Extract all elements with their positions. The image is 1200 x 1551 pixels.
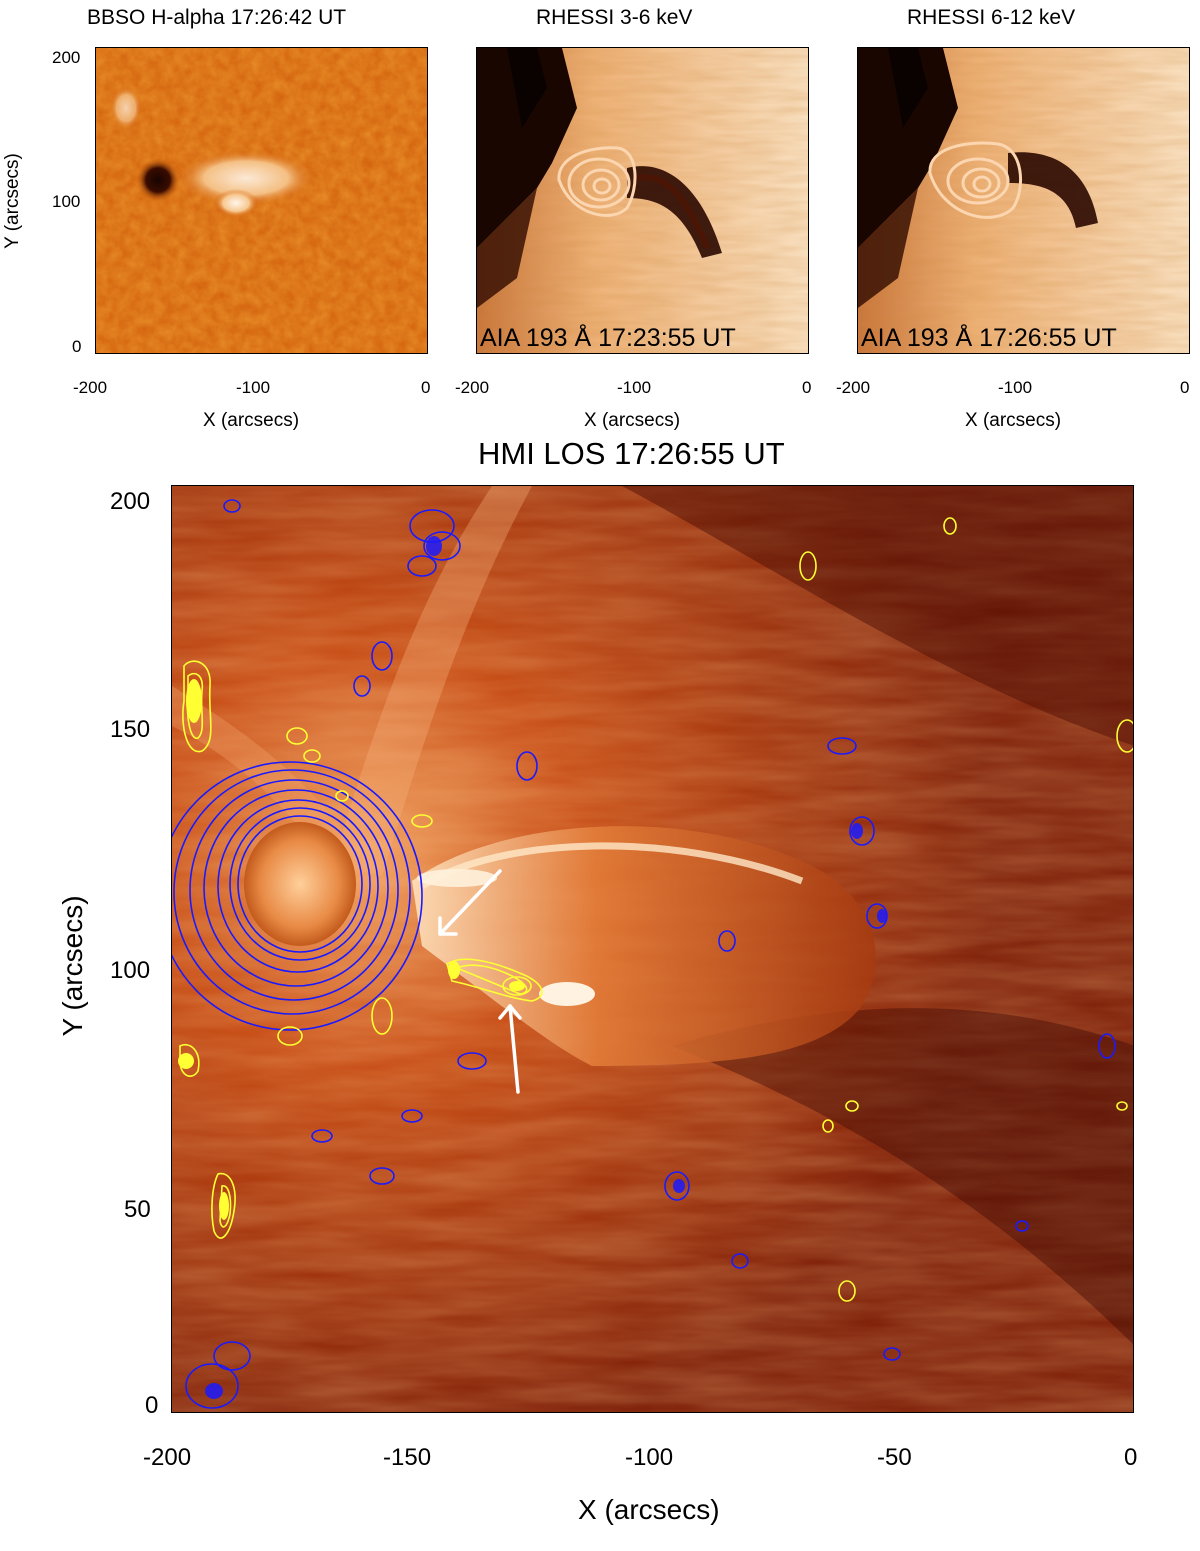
- rhessi-contours: [557, 146, 637, 217]
- main-x-tick-m50: -50: [877, 1444, 912, 1471]
- p1-x-tick-m200: -200: [73, 378, 108, 397]
- main-x-tick-m100: -100: [625, 1444, 674, 1471]
- main-x-tick-0: 0: [1124, 1444, 1138, 1471]
- main-title: HMI LOS 17:26:55 UT: [478, 436, 785, 471]
- panel-1-title: BBSO H-alpha 17:26:42 UT: [87, 6, 347, 29]
- aia-rhessi-3-6-image: AIA 193 Å 17:23:55 UT: [476, 47, 809, 354]
- p3-x-tick-0: 0: [1180, 378, 1190, 397]
- panel-3-title: RHESSI 6-12 keV: [907, 6, 1076, 29]
- positive-polarity-contours: [179, 517, 1133, 1302]
- main-x-axis-label: X (arcsecs): [578, 1494, 720, 1525]
- main-y-tick-200: 200: [110, 488, 151, 515]
- panel-2-title: RHESSI 3-6 keV: [536, 6, 693, 29]
- main-y-tick-0: 0: [145, 1392, 159, 1419]
- main-y-tick-150: 150: [110, 716, 151, 743]
- arrows: [438, 869, 522, 1094]
- p1-y-axis-label: Y (arcsecs): [2, 153, 23, 249]
- p1-x-tick-0: 0: [421, 378, 431, 397]
- p1-y-tick-200: 200: [52, 48, 81, 67]
- p2-x-tick-0: 0: [802, 378, 812, 397]
- p3-x-axis-label: X (arcsecs): [965, 410, 1062, 431]
- rhessi-contours-6-12: [928, 141, 1023, 219]
- p1-y-tick-100: 100: [52, 192, 81, 211]
- flare-loop: [412, 826, 876, 1066]
- main-y-axis-label: Y (arcsecs): [57, 895, 88, 1037]
- hmi-los-image: [171, 485, 1134, 1413]
- p3-x-tick-m100: -100: [998, 378, 1033, 397]
- p2-x-tick-m100: -100: [617, 378, 652, 397]
- arrow-vertical: [508, 1004, 520, 1094]
- p1-y-tick-0: 0: [72, 337, 82, 356]
- aia-rhessi-6-12-image: AIA 193 Å 17:26:55 UT: [857, 47, 1190, 354]
- p2-x-tick-m200: -200: [455, 378, 490, 397]
- main-y-tick-100: 100: [110, 957, 151, 984]
- main-x-tick-m200: -200: [143, 1444, 192, 1471]
- arrow-diagonal: [438, 869, 502, 936]
- p1-x-axis-label: X (arcsecs): [203, 410, 300, 431]
- p2-x-axis-label: X (arcsecs): [584, 410, 681, 431]
- halpha-image: [95, 47, 428, 354]
- p3-x-tick-m200: -200: [836, 378, 871, 397]
- panel-3-annotation: AIA 193 Å 17:26:55 UT: [861, 324, 1117, 352]
- panel-2-annotation: AIA 193 Å 17:23:55 UT: [480, 324, 736, 352]
- p1-x-tick-m100: -100: [236, 378, 271, 397]
- main-y-tick-50: 50: [124, 1196, 151, 1223]
- main-x-tick-m150: -150: [383, 1444, 432, 1471]
